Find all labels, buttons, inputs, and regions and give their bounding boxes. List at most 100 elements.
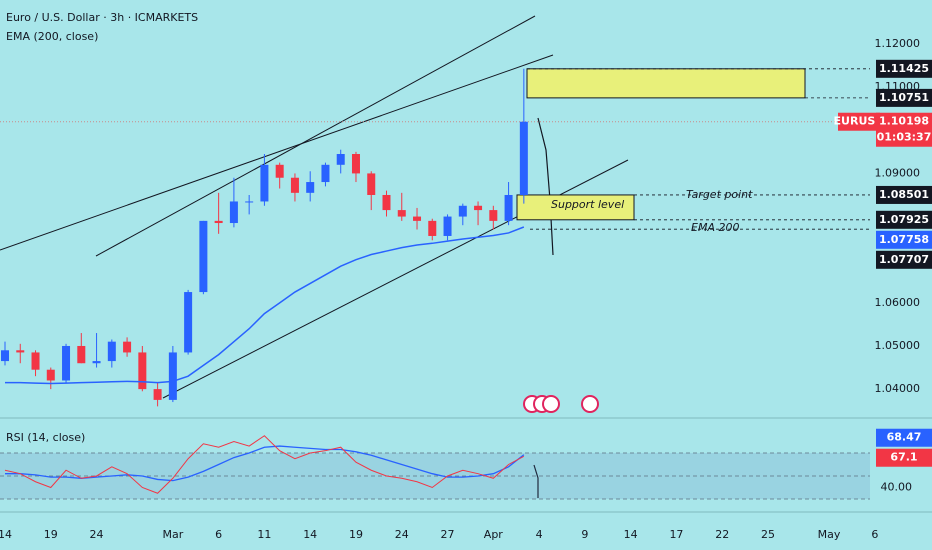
price-label-bg (876, 250, 932, 269)
price-label: 1.07758 (879, 233, 929, 246)
candle-body (184, 292, 193, 353)
x-tick-label: 17 (669, 528, 683, 541)
rsi-ma-line (5, 445, 525, 482)
candle-body (123, 341, 132, 353)
x-tick-label: 19 (349, 528, 363, 541)
annotation: EMA 200 (691, 221, 739, 234)
symbol-tag: EURUSD (834, 115, 885, 128)
x-tick-label: 6 (871, 528, 878, 541)
x-tick-label: 6 (215, 528, 222, 541)
trendline (0, 54, 554, 251)
rsi-tick-label: 40.00 (881, 480, 913, 493)
candle-body (214, 220, 223, 224)
price-label: 1.11425 (879, 62, 929, 75)
rsi-line (4, 435, 525, 494)
chart-title: Euro / U.S. Dollar · 3h · ICMARKETS (6, 11, 198, 24)
y-tick-label: 1.04000 (875, 382, 921, 395)
x-tick-label: 27 (441, 528, 455, 541)
rsi-label-bg (876, 448, 932, 467)
x-tick-label: 19 (44, 528, 58, 541)
x-tick-label: 11 (257, 528, 271, 541)
event-icon (581, 395, 599, 413)
y-tick-label: 1.09000 (875, 166, 921, 179)
candle-body (199, 220, 208, 293)
last-price: 1.10198 (879, 115, 929, 128)
x-tick-label: May (818, 528, 841, 541)
candle-body (367, 173, 376, 195)
indicator-label: EMA (200, close) (6, 30, 98, 43)
price-label: 1.07707 (879, 253, 929, 266)
candle-body (1, 350, 9, 362)
candle-body (107, 341, 116, 362)
candle-body (519, 121, 528, 195)
price-label-bg (876, 59, 932, 78)
x-tick-label: 14 (303, 528, 317, 541)
candle-body (77, 345, 86, 364)
x-tick-label: 9 (581, 528, 588, 541)
event-icons (523, 395, 599, 413)
x-tick-label: 22 (715, 528, 729, 541)
countdown: 01:03:37 (877, 131, 932, 144)
projection-path (537, 117, 554, 256)
candle-body (229, 201, 238, 224)
x-tick-label: 14 (624, 528, 638, 541)
zone (516, 194, 635, 221)
zone (526, 68, 806, 99)
rsi-ma-label: 68.47 (887, 431, 922, 444)
x-tick-label: 24 (90, 528, 104, 541)
candle-body (153, 389, 162, 400)
candle-body (474, 205, 483, 211)
candle-body (138, 352, 147, 390)
x-tick-label: 24 (395, 528, 409, 541)
rsi-label: RSI (14, close) (6, 431, 85, 444)
trendline (95, 15, 536, 257)
price-label: 1.08501 (879, 188, 929, 201)
x-tick-label: Mar (162, 528, 183, 541)
x-tick-label: 25 (761, 528, 775, 541)
event-icon (542, 395, 560, 413)
candle-body (306, 182, 315, 193)
candle-body (46, 369, 55, 381)
price-label-bg (876, 88, 932, 107)
rsi-projection (533, 464, 539, 498)
candle-body (489, 210, 498, 221)
candle-body (397, 210, 406, 217)
candle-body (382, 194, 391, 211)
annotation: Support level (551, 198, 624, 211)
rsi-value-label: 67.1 (890, 451, 917, 464)
candle-body (504, 194, 513, 221)
price-label: 1.10751 (879, 91, 929, 104)
price-label: 1.07925 (879, 213, 929, 226)
y-tick-label: 1.06000 (875, 296, 921, 309)
price-label-bg (876, 230, 932, 249)
price-label-bg (876, 185, 932, 204)
candle-body (443, 216, 452, 236)
candle-body (16, 350, 25, 353)
candle-body (92, 361, 101, 364)
candle-body (321, 164, 330, 183)
y-tick-label: 1.05000 (875, 339, 921, 352)
candle-body (290, 177, 299, 193)
x-tick-label: 4 (536, 528, 543, 541)
candle-body (260, 164, 269, 202)
price-label-bg (876, 210, 932, 229)
candle-body (413, 216, 422, 221)
rsi-ma-label-bg (876, 428, 932, 447)
candle-body (31, 352, 40, 370)
x-tick-label: 14 (0, 528, 12, 541)
candle-body (428, 220, 437, 236)
candle-body (336, 154, 345, 165)
x-tick-label: Apr (484, 528, 504, 541)
candle-body (275, 164, 284, 178)
candle-body (351, 154, 360, 174)
last-price-bg (876, 112, 932, 147)
annotation: Target point (686, 188, 753, 201)
ema-line (5, 226, 525, 385)
candle-body (245, 201, 254, 203)
candle-body (62, 345, 71, 381)
candle-body (458, 205, 467, 217)
symbol-tag-bg (838, 112, 880, 131)
y-tick-label: 1.12000 (875, 37, 921, 50)
candle-body (168, 352, 177, 400)
